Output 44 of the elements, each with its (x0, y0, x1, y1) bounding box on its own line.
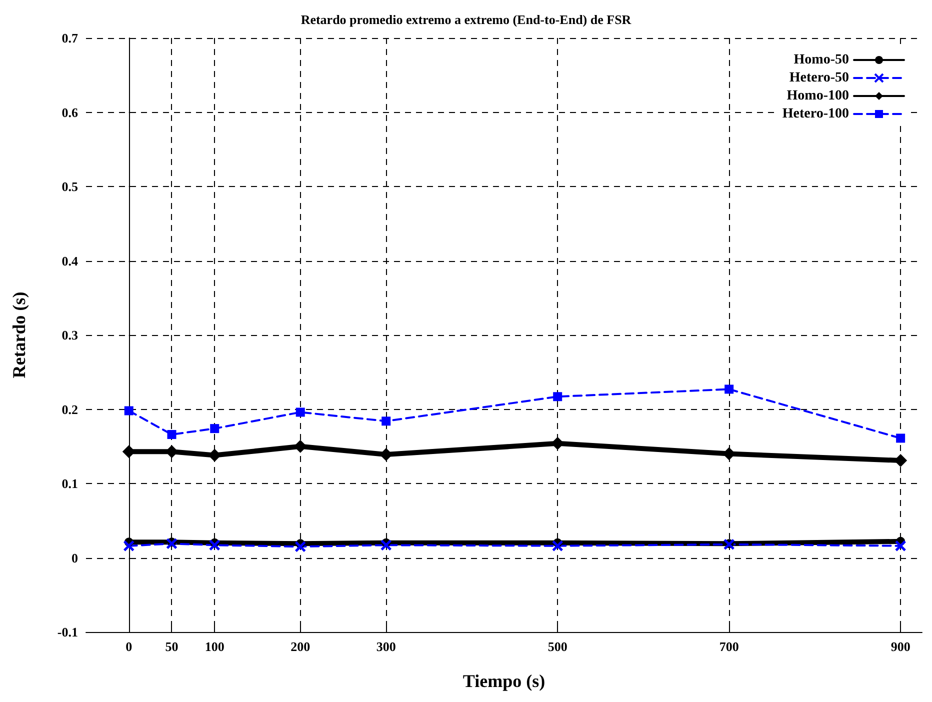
point (896, 434, 906, 443)
point (382, 416, 391, 426)
point (552, 540, 564, 552)
y-tick-label: 0.1 (62, 476, 78, 491)
point (894, 540, 906, 552)
y-tick-label: -0.1 (57, 624, 78, 640)
x-tick-label: 0 (126, 639, 132, 654)
y-tick-label: 0.6 (62, 104, 78, 120)
y-tick-label: 0.5 (62, 179, 78, 194)
y-tick-label: 0.7 (62, 30, 78, 46)
point (380, 539, 392, 551)
point (208, 539, 220, 551)
point (294, 440, 307, 453)
y-tick-label: 0 (72, 550, 78, 566)
x-tick-label: 900 (890, 639, 910, 654)
point (553, 392, 562, 402)
point (210, 424, 220, 434)
point (894, 454, 908, 467)
point (208, 448, 222, 462)
chart-title: Retardo promedio extremo a extremo (End-to-End) de FSR (300, 12, 632, 27)
x-tick-label: 200 (290, 639, 310, 654)
x-tick-label: 100 (204, 639, 224, 654)
x-tick-label: 500 (548, 639, 568, 654)
y-axis-title: Retardo (s) (9, 292, 29, 378)
point (123, 540, 135, 552)
point (296, 408, 305, 417)
x-axis-title: Tiempo (s) (462, 671, 546, 691)
legend-label: Hetero-100 (782, 106, 849, 122)
point (551, 436, 564, 450)
legend-label: Homo-50 (794, 52, 849, 68)
point (167, 430, 176, 439)
y-tick-label: 0.3 (62, 328, 78, 342)
x-tick-label: 300 (376, 639, 396, 654)
y-tick-label: 0.4 (62, 253, 78, 268)
point (122, 445, 136, 458)
point (166, 538, 178, 550)
legend-label: Homo-100 (786, 88, 849, 104)
point (294, 540, 306, 552)
x-tick-label: 700 (719, 639, 739, 654)
x-tick-label: 50 (165, 639, 178, 654)
y-tick-label: 0.2 (62, 402, 78, 417)
legend-label: Hetero-50 (789, 70, 849, 86)
point (124, 406, 134, 416)
point (724, 384, 734, 394)
